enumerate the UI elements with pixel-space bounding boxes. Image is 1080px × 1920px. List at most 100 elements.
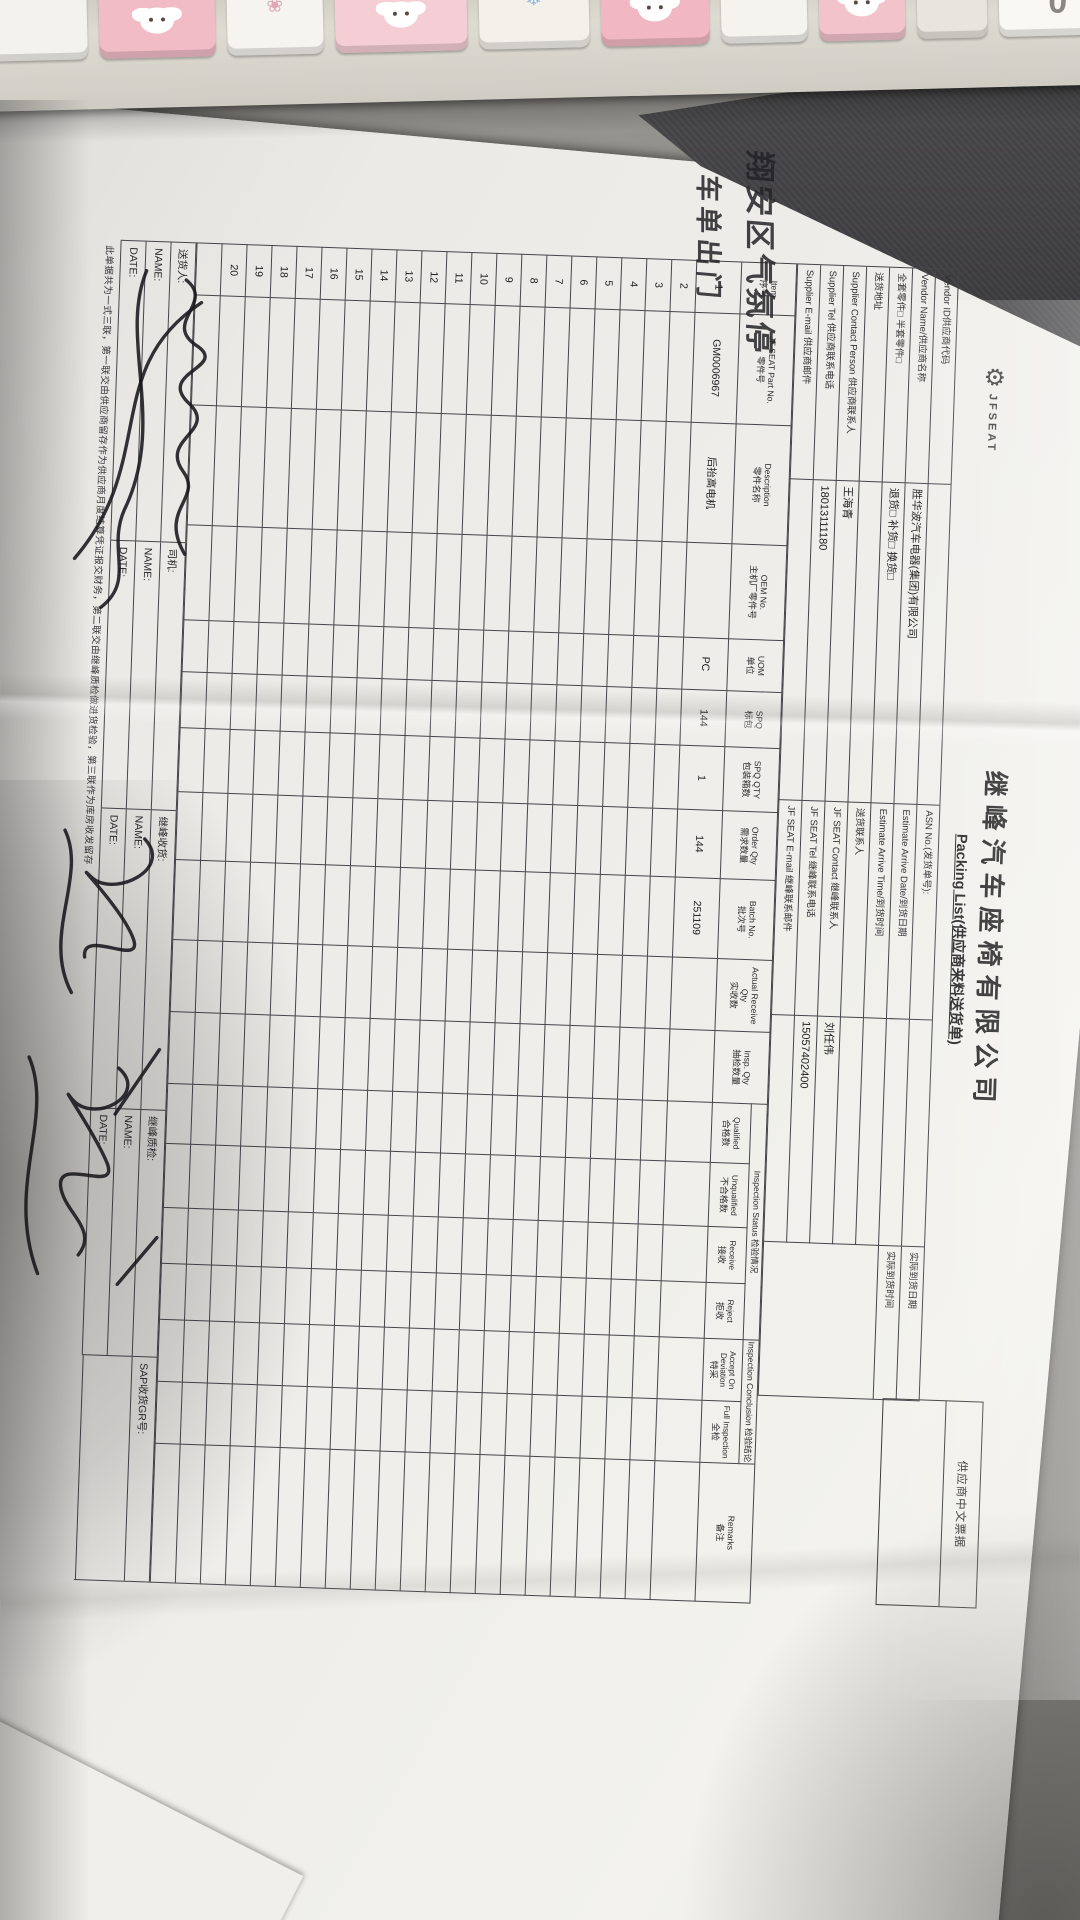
table-cell	[312, 409, 342, 531]
table-cell	[238, 1146, 266, 1211]
table-cell	[233, 526, 263, 623]
logo-gear-icon: ⚙	[980, 365, 1008, 389]
table-cell	[266, 297, 296, 409]
table-cell	[644, 956, 673, 1029]
table-cell	[380, 678, 407, 736]
table-cell	[665, 1100, 713, 1163]
table-cell	[547, 872, 576, 954]
table-cell	[652, 744, 680, 810]
table-cell	[377, 734, 406, 800]
signature-role-label: 送货人:	[175, 248, 189, 284]
table-cell	[509, 1275, 537, 1333]
table-cell	[212, 405, 242, 527]
column-header: SPQ 标包	[724, 690, 782, 749]
table-cell	[291, 298, 321, 410]
table-cell	[527, 739, 555, 805]
table-cell	[590, 1098, 618, 1160]
table-cell	[280, 675, 308, 733]
table-cell	[375, 798, 403, 868]
table-cell	[390, 1091, 418, 1153]
table-cell	[192, 1012, 221, 1086]
table-cell: 6	[570, 256, 597, 309]
table-cell	[445, 949, 473, 1022]
signature-group: 继峰收货: NAME: DATE:	[90, 808, 177, 1111]
name-label: NAME:	[120, 1115, 135, 1149]
table-cell	[232, 621, 259, 675]
table-cell: 144	[679, 689, 727, 747]
table-cell	[358, 530, 388, 627]
table-cell	[363, 1150, 391, 1216]
table-cell: 8	[520, 254, 547, 308]
table-cell	[442, 1021, 471, 1094]
table-cell	[350, 1450, 381, 1590]
column-header: Remarks 备注	[694, 1462, 755, 1604]
table-cell	[669, 956, 718, 1031]
table-cell	[433, 533, 463, 630]
table-cell: PC	[681, 637, 729, 691]
column-header: Order Qty 需求数量	[720, 810, 778, 881]
table-cell	[265, 1086, 293, 1148]
table-cell	[552, 740, 580, 806]
table-cell	[325, 796, 353, 866]
table-cell	[427, 736, 455, 802]
table-cell: 1	[677, 745, 725, 811]
table-cell: 10	[470, 252, 497, 306]
table-cell	[450, 1453, 480, 1594]
table-cell	[316, 299, 346, 411]
table-cell	[207, 620, 234, 674]
table-cell	[487, 415, 517, 537]
table-cell	[232, 1321, 260, 1385]
table-cell	[258, 527, 288, 624]
table-cell	[454, 681, 482, 739]
table-cell	[558, 537, 588, 634]
column-subheader: Full Inspection 全检	[699, 1400, 741, 1464]
table-cell	[261, 1210, 289, 1268]
table-cell	[647, 876, 676, 957]
table-cell	[529, 683, 557, 741]
table-cell	[587, 418, 617, 540]
table-cell	[534, 1276, 562, 1334]
table-cell	[280, 1385, 308, 1449]
table-cell	[629, 1397, 658, 1461]
table-cell	[230, 673, 258, 731]
table-cell	[561, 1221, 589, 1279]
column-header-cn: 主机厂零件号	[747, 564, 759, 620]
table-cell	[497, 870, 526, 952]
table-cell	[525, 803, 553, 873]
table-cell	[659, 1280, 707, 1339]
table-cell	[213, 1145, 241, 1210]
signature-role-label: 继峰收货:	[155, 816, 170, 862]
table-cell	[420, 948, 448, 1022]
table-cell	[579, 685, 607, 743]
table-cell	[461, 1217, 489, 1275]
table-cell	[386, 1215, 414, 1273]
table-cell	[495, 950, 523, 1024]
sap-gr-label: SAP收货GR号:	[135, 1362, 150, 1435]
table-cell	[182, 619, 209, 673]
table-cell	[482, 1330, 510, 1394]
table-cell	[327, 732, 356, 798]
signature-row	[74, 1354, 132, 1581]
handwritten-note-line2: 车单出门	[693, 173, 724, 305]
table-cell	[259, 1266, 287, 1324]
table-cell	[661, 1224, 709, 1283]
table-cell	[604, 1396, 633, 1460]
table-cell	[391, 301, 421, 413]
table-cell	[365, 1090, 393, 1152]
table-cell	[311, 1212, 339, 1270]
table-cell	[636, 1223, 664, 1281]
table-cell: 11	[445, 251, 472, 305]
column-header-cn: 需求数量	[738, 827, 750, 864]
table-cell	[382, 1327, 410, 1390]
table-cell	[290, 1087, 318, 1149]
table-cell	[242, 1014, 271, 1087]
table-cell	[450, 801, 478, 871]
table-cell	[586, 1222, 614, 1280]
table-cell	[641, 310, 670, 422]
table-cell	[579, 1396, 608, 1459]
table-cell	[352, 733, 381, 799]
table-cell	[663, 1160, 711, 1227]
jfseat-logo: ⚙ JFSEAT	[979, 365, 1008, 454]
keyboard-key-cartoon	[97, 0, 216, 60]
